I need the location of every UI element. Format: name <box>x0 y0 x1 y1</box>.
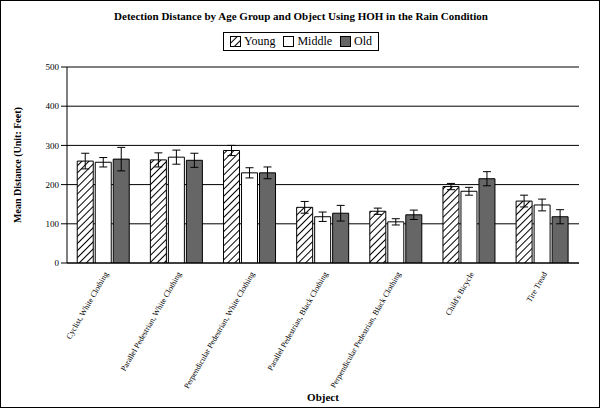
svg-text:Mean Distance (Unit: Feet): Mean Distance (Unit: Feet) <box>12 107 24 223</box>
svg-text:Parallel Pedestrian, Black Clo: Parallel Pedestrian, Black Clothing <box>266 270 330 372</box>
svg-text:Object: Object <box>307 391 339 403</box>
svg-text:100: 100 <box>46 219 60 229</box>
svg-text:500: 500 <box>46 62 60 72</box>
svg-text:Perpendicular Pedestrian, Blac: Perpendicular Pedestrian, Black Clothing <box>329 270 403 389</box>
svg-text:200: 200 <box>46 180 60 190</box>
html-text:Detection Distance by Age Grou: Detection Distance by Age Group and Obje… <box>114 10 488 22</box>
svg-text:0: 0 <box>55 258 60 268</box>
svg-text:Parallel Pedestrian, White Clo: Parallel Pedestrian, White Clothing <box>119 270 183 373</box>
svg-text:400: 400 <box>46 101 60 111</box>
html-text:Middle: Middle <box>297 34 333 48</box>
svg-text:Tire Tread: Tire Tread <box>525 270 549 303</box>
html-text:Old: Old <box>354 34 373 48</box>
html-text:Young: Young <box>243 34 276 48</box>
svg-text:Cyclist, White Clothing: Cyclist, White Clothing <box>64 270 110 340</box>
svg-text:Child's Bicycle: Child's Bicycle <box>444 270 476 317</box>
svg-text:Perpendicular Pedestrian, Whit: Perpendicular Pedestrian, White Clothing <box>182 270 256 390</box>
svg-text:300: 300 <box>46 141 60 151</box>
